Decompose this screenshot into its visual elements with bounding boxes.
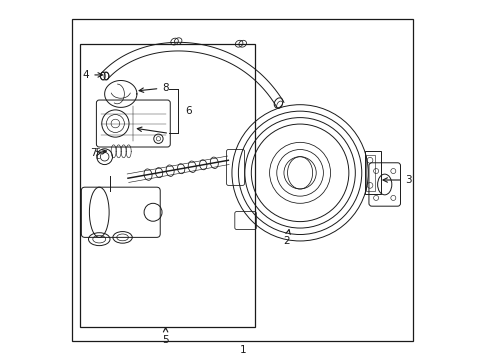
Bar [72,19,412,341]
Text: 8: 8 [139,83,168,93]
Text: 2: 2 [283,230,290,246]
Bar [366,155,375,191]
Text: 4: 4 [82,70,102,80]
Text: 3: 3 [382,175,411,185]
Bar [364,151,380,194]
Text: 6: 6 [185,106,192,116]
Bar [80,44,255,327]
Text: 7: 7 [90,148,96,158]
Text: 1: 1 [239,345,245,355]
Text: 5: 5 [162,328,168,345]
